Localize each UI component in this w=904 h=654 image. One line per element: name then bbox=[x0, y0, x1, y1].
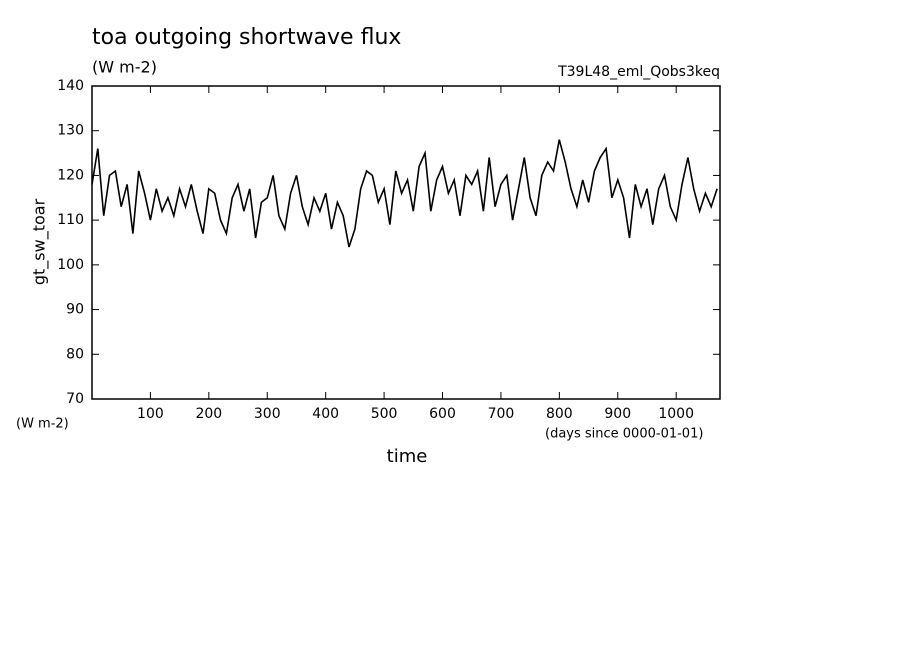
x-tick-label: 500 bbox=[371, 406, 398, 422]
series-line bbox=[91, 139, 718, 248]
x-tick-label: 800 bbox=[546, 406, 573, 422]
annotation: T39L48_eml_Qobs3keq bbox=[557, 64, 720, 80]
x-tick-label: 100 bbox=[137, 406, 164, 422]
chart-subtitle: (W m-2) bbox=[92, 58, 157, 77]
x-tick-label: 600 bbox=[429, 406, 456, 422]
chart-title: toa outgoing shortwave flux bbox=[92, 25, 401, 50]
y-tick-label: 80 bbox=[66, 346, 84, 362]
x-tick-label: 400 bbox=[312, 406, 339, 422]
y-units: (W m-2) bbox=[16, 417, 69, 432]
y-axis-label: gt_sw_toar bbox=[30, 198, 50, 285]
plot-frame bbox=[91, 85, 721, 400]
y-tick-label: 110 bbox=[57, 212, 84, 228]
y-tick-label: 100 bbox=[57, 257, 84, 273]
x-tick-label: 200 bbox=[195, 406, 222, 422]
y-tick-label: 130 bbox=[57, 123, 84, 139]
y-tick-label: 70 bbox=[66, 391, 84, 407]
y-tick-label: 120 bbox=[57, 167, 84, 183]
x-axis-label: time bbox=[387, 446, 428, 467]
x-tick-label: 1000 bbox=[658, 406, 694, 422]
y-tick-label: 90 bbox=[66, 302, 84, 318]
x-tick-label: 900 bbox=[604, 406, 631, 422]
x-tick-label: 300 bbox=[254, 406, 281, 422]
x-units: (days since 0000-01-01) bbox=[545, 427, 703, 442]
y-tick-label: 140 bbox=[57, 78, 84, 94]
x-tick-label: 700 bbox=[488, 406, 515, 422]
